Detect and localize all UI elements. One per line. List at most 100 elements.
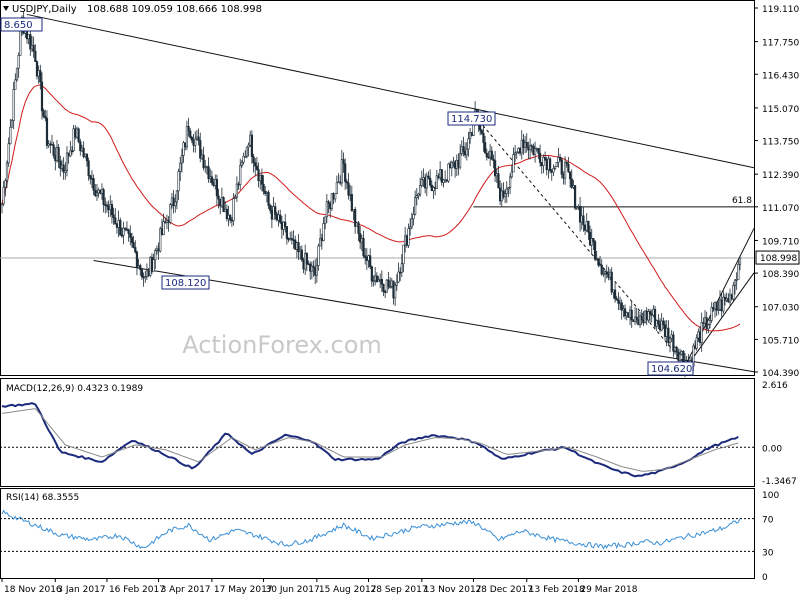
candle-body — [252, 156, 255, 163]
candle-body — [164, 221, 167, 223]
candle-body — [45, 117, 49, 146]
candle-body — [74, 128, 77, 138]
candle-body — [548, 158, 552, 171]
candle-body — [70, 150, 74, 153]
candle-body — [85, 153, 89, 162]
candle-body — [124, 227, 127, 230]
price-axis-label: 113.750 — [762, 138, 799, 148]
candle-body — [445, 179, 448, 182]
candle-body — [39, 70, 42, 83]
candle-body — [125, 228, 129, 231]
candle-body — [455, 159, 458, 169]
price-overlays — [0, 13, 755, 373]
candle-body — [207, 166, 210, 180]
candle-body — [602, 273, 605, 275]
candle-body — [12, 89, 15, 121]
candle-body — [568, 171, 572, 180]
x-axis-label: 30 Jun 2017 — [266, 585, 320, 595]
candle-body — [439, 169, 442, 179]
candle-body — [52, 144, 55, 156]
candle-body — [522, 139, 525, 148]
candle-body — [80, 147, 84, 152]
candle-body — [550, 170, 553, 173]
candle-body — [670, 334, 673, 339]
candle-body — [270, 210, 273, 220]
candle-body — [535, 148, 538, 150]
candle-body — [658, 323, 662, 331]
candle-body — [259, 174, 262, 182]
candle-body — [340, 159, 343, 184]
candle-body — [520, 139, 523, 154]
price-axis-label: 104.390 — [762, 369, 799, 379]
candle-body — [387, 279, 390, 288]
candle-body — [537, 148, 540, 154]
candle-body — [397, 271, 400, 283]
candle-body — [643, 310, 647, 324]
candle-body — [627, 312, 630, 318]
candle-body — [430, 184, 433, 192]
price-annotation-box — [447, 111, 496, 126]
candle-body — [292, 239, 295, 241]
candle-body — [700, 322, 703, 343]
candle-body — [560, 159, 563, 175]
candle-body — [180, 155, 184, 164]
x-axis-label: 15 Aug 2017 — [319, 585, 377, 595]
candle-body — [427, 175, 430, 179]
candle-body — [165, 220, 169, 223]
candle-body — [530, 145, 533, 148]
rsi-panel-frame — [0, 488, 755, 579]
candle-body — [115, 223, 119, 228]
candle-body — [175, 190, 179, 203]
candle-body — [504, 193, 507, 198]
moving-average-line — [1, 84, 741, 332]
candle-body — [523, 142, 527, 148]
candle-body — [507, 187, 510, 190]
candle-body — [562, 174, 565, 179]
x-axis-label: 18 Nov 2016 — [4, 585, 62, 595]
candle-body — [109, 204, 112, 211]
candle-body — [15, 67, 19, 81]
candle-body — [720, 299, 723, 312]
candle-body — [349, 194, 352, 196]
candle-body — [713, 302, 717, 310]
candle-body — [309, 263, 312, 272]
x-axis-label: 3 Apr 2017 — [161, 585, 211, 595]
candle-body — [144, 276, 147, 279]
candle-body — [119, 219, 122, 236]
candle-body — [369, 255, 372, 268]
candle-body — [707, 324, 710, 330]
candle-body — [220, 197, 224, 207]
candle-body — [452, 161, 455, 164]
candle-body — [17, 55, 20, 69]
price-annotation-box — [647, 361, 694, 376]
candle-body — [229, 214, 232, 221]
candle-body — [234, 196, 237, 199]
candle-body — [94, 189, 97, 196]
candle-body — [718, 299, 722, 310]
candle-body — [588, 231, 592, 246]
candle-body — [583, 224, 587, 231]
candle-body — [285, 226, 288, 239]
candle-body — [400, 263, 403, 273]
candle-body — [422, 177, 425, 180]
candle-body — [603, 271, 607, 274]
candle-body — [635, 316, 638, 321]
candle-body — [597, 258, 600, 266]
candle-body — [215, 179, 219, 197]
candle-body — [249, 134, 252, 146]
candle-body — [264, 190, 267, 195]
candle-body — [723, 296, 727, 301]
candle-body — [245, 146, 248, 157]
x-axis-label: 17 May 2017 — [214, 585, 273, 595]
candle-body — [277, 214, 280, 221]
candle-body — [40, 81, 44, 112]
candle-body — [464, 151, 467, 156]
candle-body — [515, 151, 518, 154]
candle-body — [572, 185, 575, 188]
candle-body — [542, 157, 545, 166]
candle-body — [480, 129, 483, 134]
rise-channel-lower — [687, 272, 755, 365]
candle-body — [102, 189, 105, 205]
candle-body — [120, 234, 124, 237]
rsi-line — [1, 509, 741, 550]
